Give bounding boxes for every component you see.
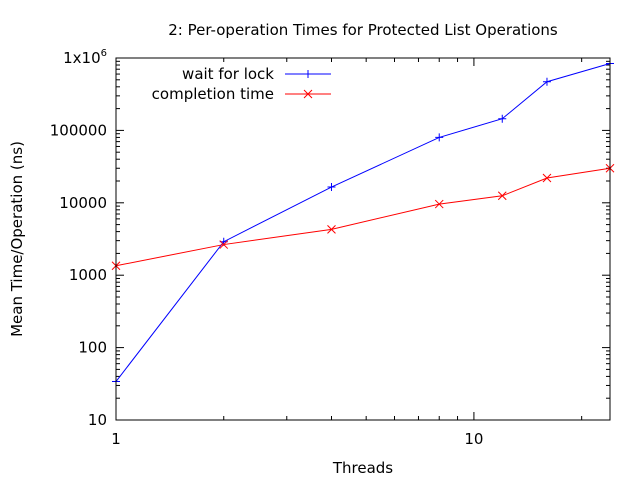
data-point-completion-time bbox=[542, 173, 552, 183]
legend-marker-completion-time bbox=[303, 89, 313, 99]
x-tick-label: 1 bbox=[111, 430, 121, 448]
data-point-completion-time bbox=[497, 191, 507, 201]
x-tick-label: 10 bbox=[464, 430, 483, 448]
data-point-wait-for-lock bbox=[435, 133, 444, 142]
series-wait-for-lock bbox=[112, 59, 614, 386]
series-layer bbox=[111, 59, 615, 386]
data-point-wait-for-lock bbox=[498, 114, 507, 123]
y-tick-label: 100000 bbox=[50, 121, 107, 139]
legend-label-wait-for-lock: wait for lock bbox=[182, 65, 274, 83]
y-tick-label: 10000 bbox=[59, 194, 107, 212]
legend-marker-wait-for-lock bbox=[304, 70, 312, 78]
series-line-completion-time bbox=[115, 167, 611, 267]
plot-frame bbox=[115, 57, 611, 421]
x-axis-label: Threads bbox=[332, 459, 393, 477]
y-tick-label: 1000 bbox=[69, 266, 107, 284]
series-line-wait-for-lock bbox=[115, 63, 611, 382]
data-point-completion-time bbox=[327, 224, 336, 234]
y-tick-label: 10 bbox=[88, 411, 107, 429]
data-point-wait-for-lock bbox=[327, 183, 336, 192]
y-tick-label: 1x106 bbox=[63, 48, 107, 67]
data-point-wait-for-lock bbox=[542, 77, 551, 86]
y-tick-label: 100 bbox=[78, 339, 107, 357]
data-point-completion-time bbox=[219, 240, 229, 249]
y-tick-label-exponent: 6 bbox=[101, 48, 107, 59]
y-axis-ticks: 10 100 1000 10000 100000 1x106 bbox=[50, 48, 610, 429]
chart-title: 2: Per-operation Times for Protected Lis… bbox=[168, 21, 558, 39]
series-completion-time bbox=[111, 163, 615, 271]
legend-label-completion-time: completion time bbox=[152, 85, 274, 103]
y-axis-label: Mean Time/Operation (ns) bbox=[8, 141, 26, 337]
legend: wait for lock completion time bbox=[152, 65, 331, 103]
data-point-completion-time bbox=[434, 199, 444, 209]
